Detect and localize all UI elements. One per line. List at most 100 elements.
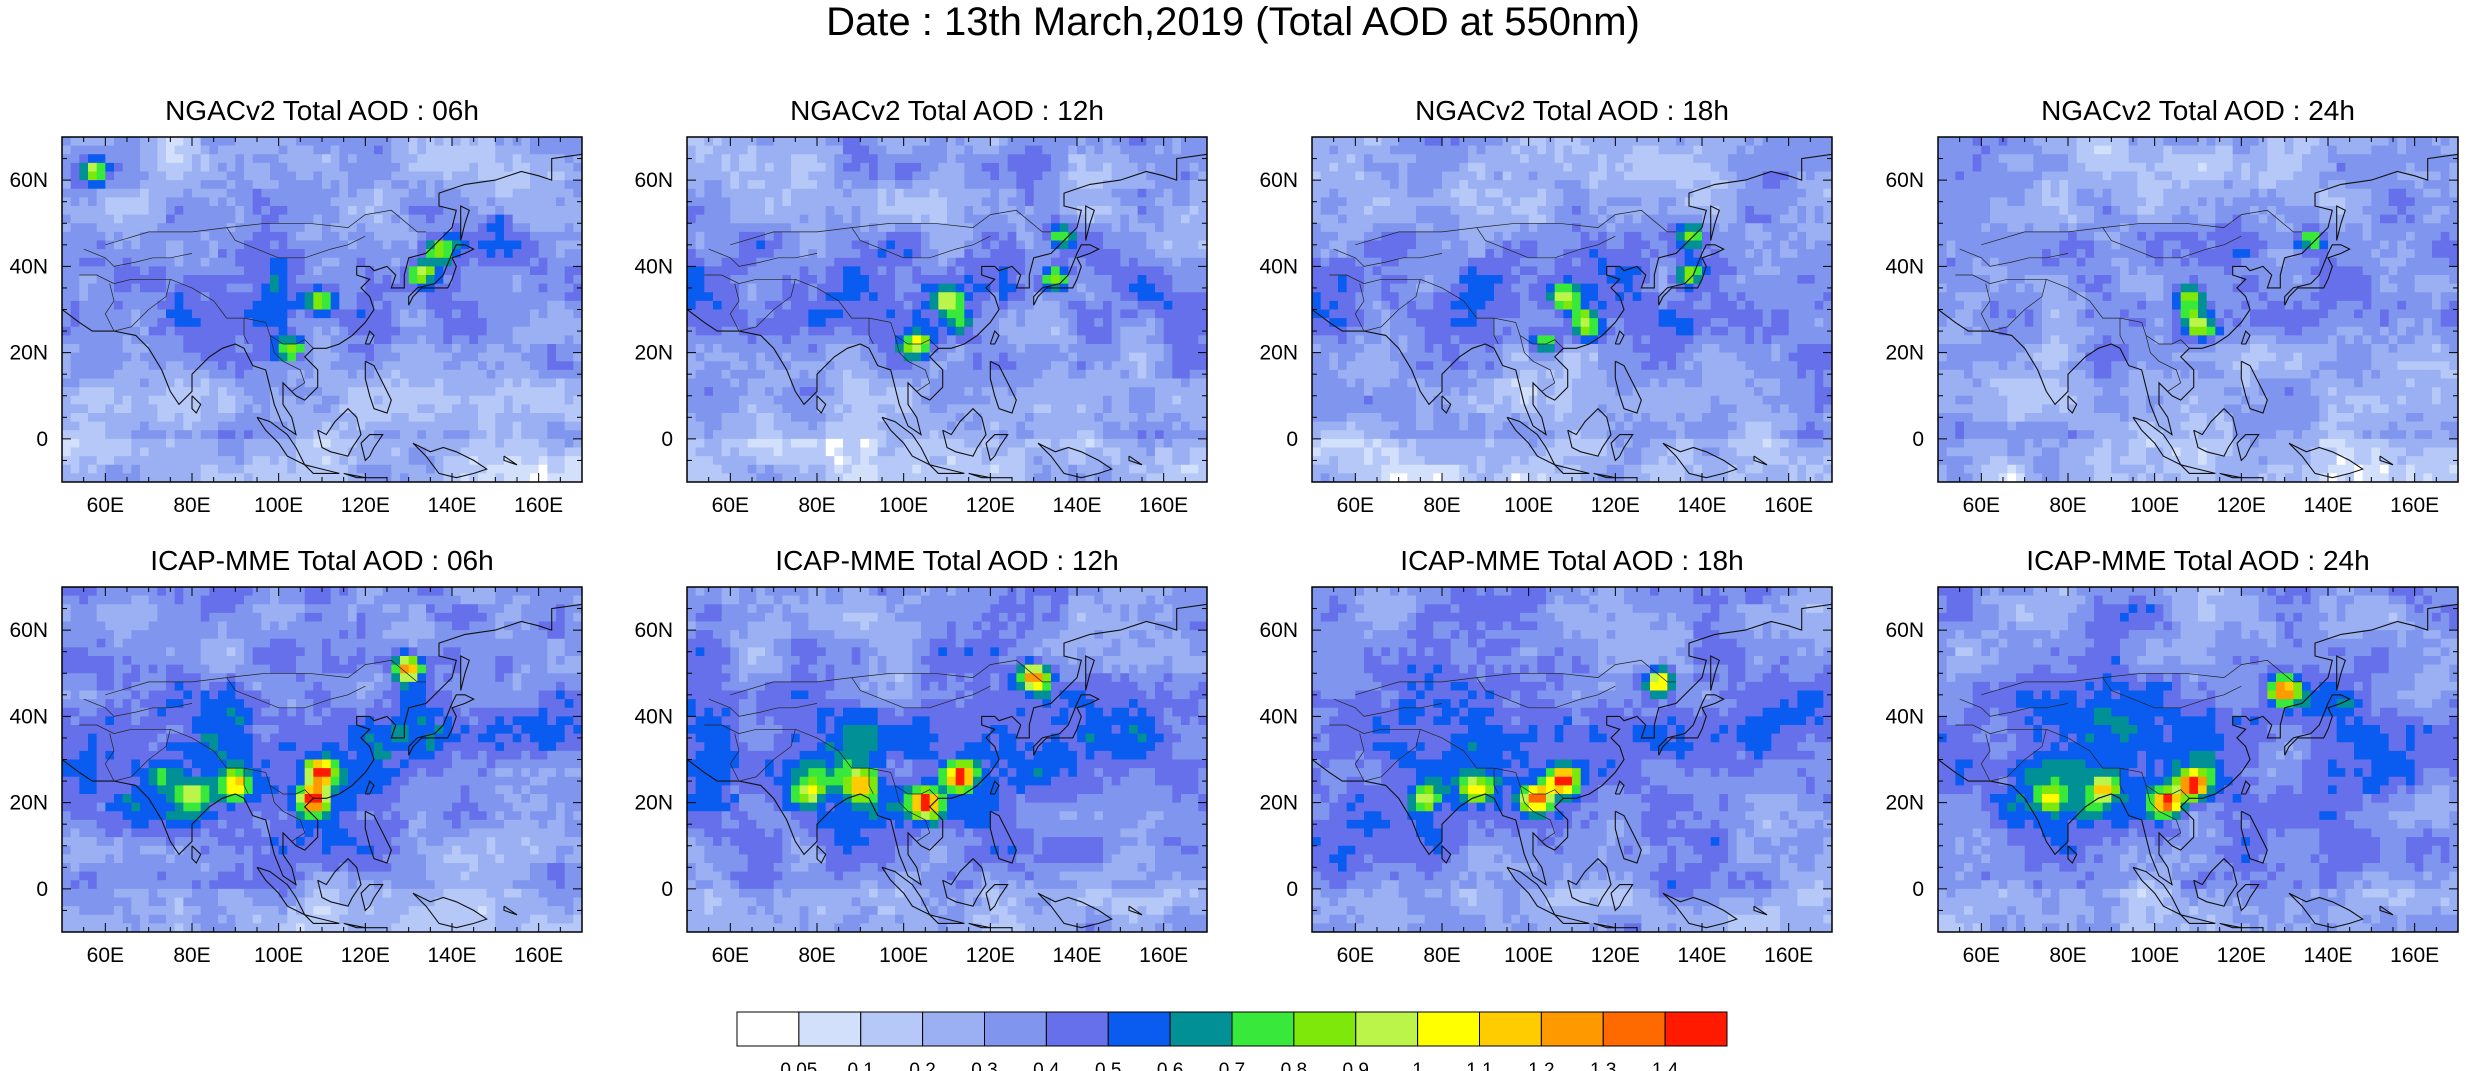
x-tick-label: 160E [514,494,563,517]
country-border [729,283,740,332]
x-tick-label: 60E [87,494,124,517]
y-tick-label: 20N [9,792,48,815]
coastline [360,884,384,912]
panel-title: ICAP-MME Total AOD : 12h [775,545,1118,576]
country-border [868,318,874,345]
colorbar-swatch [984,1011,1047,1047]
coastline [503,455,518,466]
coastline [1554,914,1590,924]
aod-field [687,137,1207,482]
country-border [2145,335,2182,392]
x-tick-label: 140E [2303,494,2352,517]
country-border [83,248,193,267]
country-border [1354,283,1365,332]
x-tick-label: 60E [1337,494,1374,517]
x-tick-label: 160E [1139,494,1188,517]
coastline [2180,464,2216,474]
coastline [1753,455,1768,466]
x-tick-label: 120E [1591,944,1640,967]
panel-title: NGACv2 Total AOD : 06h [165,95,479,126]
coastline [1037,442,1113,479]
y-tick-label: 40N [9,255,48,278]
x-tick-label: 120E [966,944,1015,967]
y-tick-label: 40N [9,705,48,728]
country-border [1363,729,1421,782]
y-tick-label: 40N [1259,705,1298,728]
coastline [2240,330,2251,345]
colorbar-swatch [1540,1011,1604,1047]
coastline [364,360,392,414]
colorbar-label: 1.1 [1466,1060,1492,1071]
colorbar-swatch [1664,1011,1728,1047]
country-border [105,209,426,246]
coastline [1614,330,1625,345]
coastline [929,914,965,924]
coastline [2236,434,2260,462]
map-panel-2: 60E 80E 100E 120E 140E 160E 0 20N 40N 60N NGACv2 T… [634,95,1208,517]
colorbar-swatch [1417,1011,1480,1047]
country-border [170,278,314,349]
y-tick-label: 20N [1885,342,1924,365]
coastline [1593,472,1637,479]
coastline [1614,780,1625,795]
coastline [1753,905,1768,916]
coastline [989,780,1000,795]
x-tick-label: 60E [1963,944,2000,967]
coastline [942,407,987,457]
country-border [1354,733,1365,782]
coastline [2336,655,2346,691]
country-border [83,698,193,717]
country-border [1329,274,1421,284]
panel-title: NGACv2 Total AOD : 12h [790,95,1104,126]
coastline [364,330,375,345]
coastline [1658,694,1725,756]
coastline [929,464,965,474]
panel-title: ICAP-MME Total AOD : 18h [1400,545,1743,576]
coastline [1662,892,1738,929]
coastline [687,603,1207,886]
x-tick-label: 80E [798,494,835,517]
coastline [460,655,470,691]
colorbar-label: 0.8 [1281,1060,1307,1071]
coastline [1033,244,1100,306]
x-tick-label: 80E [1423,944,1460,967]
country-border [1493,318,1499,345]
coastline [1085,205,1095,241]
y-tick-label: 60N [1885,169,1924,192]
coastline [2067,395,2078,414]
x-tick-label: 60E [712,494,749,517]
x-tick-label: 140E [1677,944,1726,967]
map-panel-3: 60E 80E 100E 120E 140E 160E 0 20N 40N 60N NGACv2 T… [1259,95,1833,517]
x-tick-label: 160E [1139,944,1188,967]
coastline [2067,845,2078,864]
coastline [2240,780,2251,795]
y-tick-label: 20N [1259,792,1298,815]
aod-field [62,137,582,482]
y-tick-label: 60N [9,619,48,642]
country-border [1959,698,2069,717]
country-border [1980,733,1991,782]
y-tick-label: 0 [36,428,48,451]
coastline [2336,205,2346,241]
coastline [985,884,1009,912]
coastline [1614,360,1642,414]
coastline [412,442,488,479]
country-border [1333,698,1443,717]
colorbar-label: 0.05 [780,1060,817,1071]
x-tick-label: 60E [712,944,749,967]
coastline [1938,153,2458,436]
figure-title: Date : 13th March,2019 (Total AOD at 550… [0,0,2466,44]
coastline [2284,244,2351,306]
x-tick-label: 80E [1423,494,1460,517]
coastline [1710,205,1720,241]
y-tick-label: 60N [634,619,673,642]
country-border [79,274,171,284]
y-tick-label: 20N [634,792,673,815]
map-panel-5: 60E 80E 100E 120E 140E 160E 0 20N 40N 60N ICAP-MME… [9,545,583,967]
colorbar-label: 0.3 [971,1060,997,1071]
coastline [2236,884,2260,912]
coastline [2219,922,2263,929]
coastline [2240,810,2268,864]
y-tick-label: 40N [634,705,673,728]
